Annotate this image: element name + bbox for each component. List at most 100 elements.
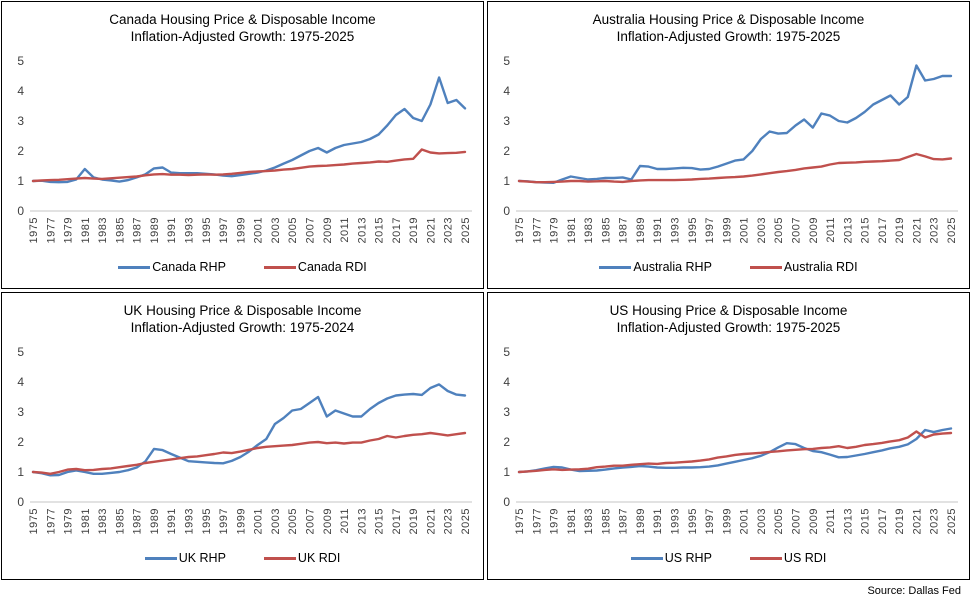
x-tick-label: 2017 [391, 508, 403, 534]
australia-chart-title: Australia Housing Price & Disposable Inc… [488, 2, 969, 46]
y-tick-label: 2 [503, 144, 510, 158]
x-tick-label: 1987 [618, 217, 630, 243]
x-tick-label: 2009 [808, 217, 820, 243]
x-tick-label: 2011 [825, 217, 837, 243]
us-rdi-legend-line-icon [749, 556, 782, 560]
australia-plot-area: 0 1 2 3 4 5 1975 1977 1979 1981 1983 1985 1987 1989 19… [503, 54, 958, 243]
x-tick-label: 2009 [808, 508, 820, 534]
x-tick-label: 1983 [97, 217, 109, 243]
x-tick-label: 2021 [911, 217, 923, 243]
x-tick-label: 1989 [149, 217, 161, 243]
x-tick-label: 2023 [443, 508, 455, 534]
x-tick-label: 1983 [583, 508, 595, 534]
canada-rdi-legend-line-icon [263, 265, 296, 269]
x-tick-label: 2001 [739, 508, 751, 534]
us-title-line2: Inflation-Adjusted Growth: 1975-2025 [616, 320, 841, 335]
y-tick-label: 0 [17, 495, 24, 509]
x-tick-label: 2025 [460, 217, 472, 243]
x-tick-label: 1975 [514, 217, 526, 243]
australia-title-line1: Australia Housing Price & Disposable Inc… [592, 12, 865, 27]
x-tick-label: 2007 [790, 508, 802, 534]
x-tick-label: 1995 [201, 217, 213, 243]
x-tick-label: 2017 [877, 217, 889, 243]
y-tick-label: 5 [17, 345, 24, 359]
x-tick-label: 2013 [356, 217, 368, 243]
x-tick-label: 2019 [894, 508, 906, 534]
x-tick-label: 1997 [218, 508, 230, 534]
x-tick-label: 1993 [184, 508, 196, 534]
y-tick-label: 5 [17, 54, 24, 68]
x-tick-label: 2017 [877, 508, 889, 534]
australia-legend: Australia RHP Australia RDI [488, 260, 969, 274]
panel-us: US Housing Price & Disposable Income Inf… [487, 292, 970, 580]
australia-rdi-line [517, 152, 953, 184]
y-tick-label: 0 [17, 204, 24, 218]
us-rhp-legend-item: US RHP [630, 551, 712, 565]
x-tick-label: 1975 [514, 508, 526, 534]
x-tick-label: 2005 [773, 217, 785, 243]
x-tick-label: 1983 [583, 217, 595, 243]
x-tick-label: 2003 [270, 508, 282, 534]
us-rhp-line [517, 427, 953, 474]
australia-title-line2: Inflation-Adjusted Growth: 1975-2025 [616, 29, 841, 44]
y-tick-label: 1 [503, 174, 510, 188]
x-tick-label: 2003 [756, 217, 768, 243]
x-tick-label: 1993 [184, 217, 196, 243]
x-tick-label: 1997 [704, 508, 716, 534]
canada-rdi-legend-item: Canada RDI [263, 260, 367, 274]
us-rdi-legend-item: US RDI [749, 551, 826, 565]
x-tick-label: 2005 [773, 508, 785, 534]
us-rhp-legend-label: US RHP [664, 551, 712, 565]
y-tick-label: 3 [503, 114, 510, 128]
x-tick-label: 2003 [756, 508, 768, 534]
x-tick-label: 1991 [652, 508, 664, 534]
x-tick-label: 1999 [235, 508, 247, 534]
x-tick-label: 1983 [97, 508, 109, 534]
y-tick-label: 4 [503, 84, 510, 98]
y-tick-label: 2 [17, 144, 24, 158]
x-tick-label: 2001 [253, 217, 265, 243]
uk-rdi-legend-line-icon [263, 556, 296, 560]
x-tick-label: 2001 [739, 217, 751, 243]
x-tick-label: 2005 [287, 508, 299, 534]
panel-uk: UK Housing Price & Disposable Income Inf… [1, 292, 484, 580]
us-chart-title: US Housing Price & Disposable Income Inf… [488, 293, 969, 337]
y-tick-label: 5 [503, 54, 510, 68]
x-tick-label: 1993 [670, 508, 682, 534]
uk-rdi-legend-item: UK RDI [263, 551, 340, 565]
panel-canada: Canada Housing Price & Disposable Income… [1, 1, 484, 289]
australia-rhp-legend-item: Australia RHP [599, 260, 712, 274]
canada-legend: Canada RHP Canada RDI [2, 260, 483, 274]
x-tick-label: 1977 [531, 217, 543, 243]
x-tick-label: 2011 [825, 508, 837, 534]
y-tick-label: 3 [17, 114, 24, 128]
uk-rdi-line [31, 431, 467, 476]
canada-rhp-legend-label: Canada RHP [152, 260, 226, 274]
source-note: Source: Dallas Fed [867, 585, 961, 597]
x-tick-label: 2015 [860, 217, 872, 243]
australia-rdi-legend-item: Australia RDI [749, 260, 858, 274]
y-tick-label: 5 [503, 345, 510, 359]
x-tick-label: 2009 [322, 217, 334, 243]
x-tick-label: 2021 [425, 508, 437, 534]
y-tick-label: 0 [503, 204, 510, 218]
x-tick-label: 1981 [566, 508, 578, 534]
x-tick-label: 1991 [166, 217, 178, 243]
x-tick-label: 1975 [28, 217, 40, 243]
x-tick-label: 2015 [374, 508, 386, 534]
x-tick-label: 2023 [929, 508, 941, 534]
x-tick-label: 1991 [652, 217, 664, 243]
x-tick-label: 1993 [670, 217, 682, 243]
x-tick-label: 1995 [687, 217, 699, 243]
us-rdi-line [517, 430, 953, 474]
y-tick-label: 1 [17, 174, 24, 188]
uk-title-line2: Inflation-Adjusted Growth: 1975-2024 [130, 320, 355, 335]
x-tick-label: 2003 [270, 217, 282, 243]
x-tick-label: 1989 [149, 508, 161, 534]
canada-rhp-legend-line-icon [118, 265, 151, 269]
y-tick-label: 4 [17, 84, 24, 98]
x-tick-label: 2005 [287, 217, 299, 243]
australia-rhp-legend-line-icon [599, 265, 632, 269]
x-tick-label: 1999 [721, 217, 733, 243]
